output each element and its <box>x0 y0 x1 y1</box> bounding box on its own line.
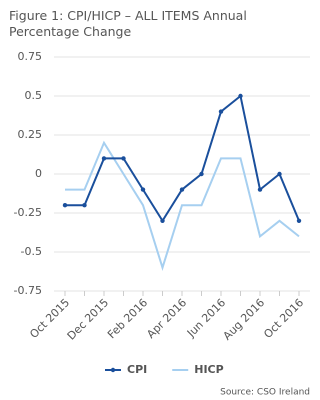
x-tick-label: Aug 2016 <box>221 296 268 343</box>
source: Source: CSO Ireland <box>220 388 310 398</box>
point <box>277 171 282 177</box>
point <box>160 218 165 223</box>
x-tick-label: Oct 2016 <box>261 296 306 341</box>
series-line <box>65 140 300 271</box>
y-tick-label: 0.75 <box>18 50 43 63</box>
y-tick-label: 0.25 <box>18 128 43 141</box>
point <box>82 203 87 208</box>
point <box>62 203 68 208</box>
legend-label: CPI <box>127 363 147 376</box>
x-tick-label: Apr 2016 <box>144 296 189 341</box>
x-tick-label: Feb 2016 <box>105 296 150 341</box>
legend-label: HICP <box>194 363 223 376</box>
x-tick-label: Dec 2015 <box>65 296 112 343</box>
y-tick-label: -0.25 <box>14 206 42 219</box>
y-tick-label: 0 <box>35 167 42 180</box>
point <box>238 93 243 99</box>
series-line <box>65 94 300 223</box>
point <box>199 171 204 177</box>
point <box>296 218 302 223</box>
point <box>121 156 126 161</box>
y-tick-label: -0.75 <box>14 284 42 297</box>
point <box>257 187 263 192</box>
chart-title: Figure 1: CPI/HICP – ALL ITEMS Annual Pe… <box>9 8 247 39</box>
point <box>140 187 146 192</box>
point <box>179 187 185 192</box>
y-tick-label: 0.5 <box>25 89 43 102</box>
legend-marker <box>110 367 116 373</box>
point <box>101 156 107 161</box>
y-tick-label: -0.5 <box>21 245 42 258</box>
point <box>218 109 224 114</box>
